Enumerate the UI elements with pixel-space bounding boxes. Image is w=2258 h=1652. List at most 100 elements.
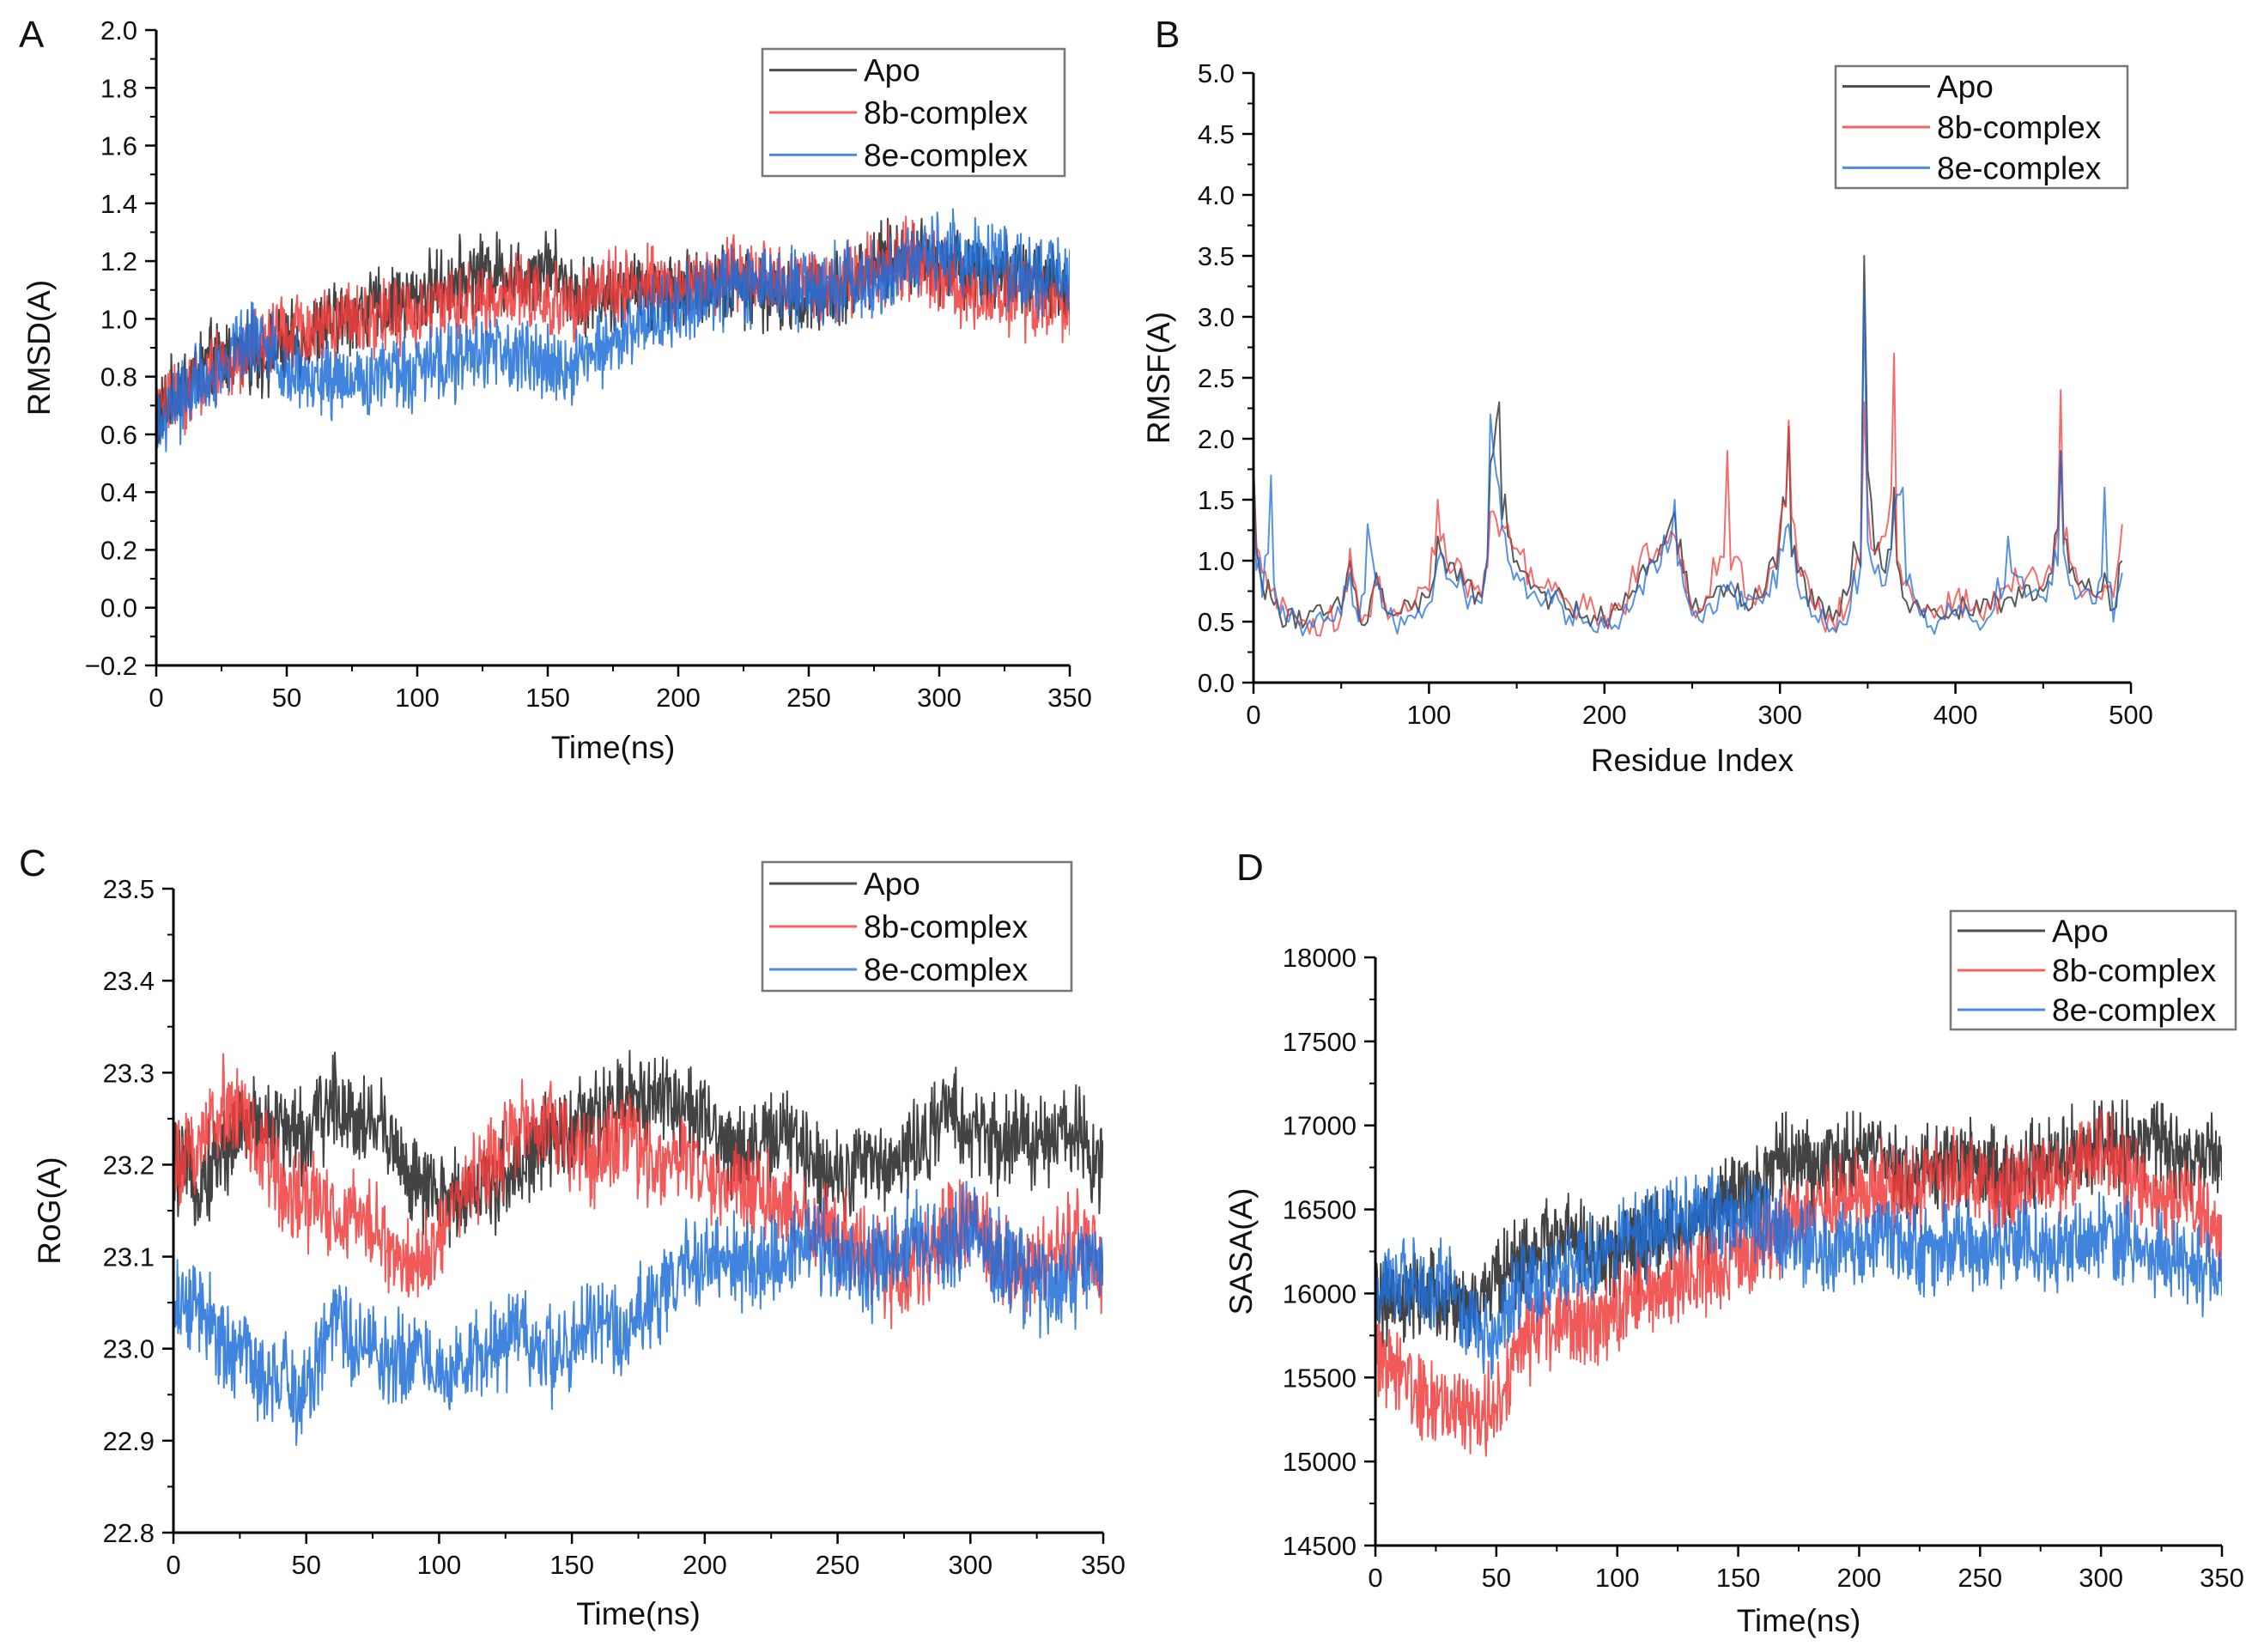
y-tick-label: 3.5 — [1198, 241, 1235, 271]
y-tick-label: 0.2 — [100, 535, 137, 565]
y-tick-label: 4.5 — [1198, 119, 1235, 149]
y-tick-label: 23.2 — [103, 1150, 155, 1180]
y-tick-label: 15000 — [1283, 1447, 1357, 1477]
panel-letter: D — [1236, 847, 1264, 889]
y-tick-label: 23.0 — [103, 1334, 155, 1364]
series-line-8e-complex — [1375, 1167, 2222, 1380]
y-tick-label: 23.5 — [103, 874, 155, 904]
legend-label: 8b-complex — [864, 909, 1029, 944]
legend-label: 8b-complex — [864, 95, 1029, 131]
panel-d: D 0 50 100 150 200 250 300 350 14500 15000 15500 160… — [1223, 847, 2244, 1638]
y-tick-label: 0.6 — [100, 420, 137, 450]
y-tick-label: 16500 — [1283, 1195, 1357, 1225]
legend-label: 8e-complex — [864, 137, 1029, 173]
x-tick-label: 200 — [1837, 1563, 1882, 1593]
x-axis-title: Time(ns) — [551, 730, 676, 765]
legend-label: Apo — [864, 866, 920, 902]
series-group — [1253, 255, 2123, 637]
y-tick-label: 0.4 — [100, 477, 137, 507]
y-tick-label: 23.1 — [103, 1242, 155, 1272]
y-tick-label: 17500 — [1283, 1027, 1357, 1057]
y-tick-label: 1.4 — [100, 189, 137, 219]
legend-label: Apo — [2052, 914, 2109, 949]
x-tick-label: 150 — [1716, 1563, 1761, 1593]
x-tick-label: 150 — [525, 683, 570, 713]
panel-b: B 0 100 200 300 400 500 0.0 0.5 1.0 1.5 2.0 2.5 3.0 3.… — [1141, 14, 2153, 778]
x-tick-label: 350 — [1081, 1550, 1126, 1580]
x-tick-label: 50 — [1482, 1563, 1511, 1593]
legend: Apo 8b-complex 8e-complex — [1949, 909, 2237, 1031]
legend: Apo 8b-complex 8e-complex — [761, 860, 1073, 993]
panel-a: A 0 50 100 150 200 250 300 350 −0.2 0.0 0.2 0.4 0.6 0.… — [19, 14, 1092, 765]
x-tick-label: 350 — [2200, 1563, 2244, 1593]
legend-label: Apo — [1937, 70, 1994, 105]
x-tick-label: 100 — [395, 683, 440, 713]
x-tick-label: 250 — [786, 683, 831, 713]
series-group — [1375, 1099, 2222, 1457]
x-tick-label: 0 — [149, 683, 163, 713]
x-tick-label: 50 — [291, 1550, 320, 1580]
x-tick-label: 100 — [1407, 700, 1452, 730]
y-tick-label: 1.5 — [1198, 485, 1235, 515]
legend-label: 8e-complex — [864, 952, 1029, 987]
y-axis-title: SASA(A) — [1223, 1187, 1259, 1315]
y-tick-label: 16000 — [1283, 1278, 1357, 1309]
x-tick-label: 150 — [549, 1550, 594, 1580]
series-line-8b-complex — [1253, 352, 2123, 637]
series-group — [173, 1049, 1103, 1446]
y-axis-title: RMSD(A) — [21, 280, 57, 416]
x-axis-title: Residue Index — [1591, 743, 1794, 778]
series-line-apo — [1253, 255, 2123, 629]
x-tick-label: 200 — [683, 1550, 727, 1580]
y-axis-title: RMSF(A) — [1141, 312, 1176, 444]
series-line-8b-complex — [173, 1053, 1103, 1330]
x-tick-label: 300 — [1757, 700, 1802, 730]
y-tick-label: 1.8 — [100, 73, 137, 103]
x-tick-label: 0 — [1368, 1563, 1382, 1593]
x-tick-label: 300 — [2079, 1563, 2123, 1593]
legend-label: 8b-complex — [2052, 953, 2217, 988]
panel-c: C 0 50 100 150 200 250 300 350 22.8 22.9 23.0 23.1 23… — [19, 842, 1126, 1631]
x-tick-label: 50 — [272, 683, 301, 713]
y-tick-label: 1.6 — [100, 131, 137, 161]
x-tick-label: 100 — [417, 1550, 462, 1580]
y-tick-label: 14500 — [1283, 1531, 1357, 1561]
y-tick-label: 1.0 — [100, 304, 137, 334]
x-axis-title: Time(ns) — [1737, 1603, 1861, 1638]
x-tick-label: 200 — [1582, 700, 1627, 730]
x-tick-label: 300 — [948, 1550, 992, 1580]
series-group — [156, 208, 1070, 464]
legend-label: 8e-complex — [1937, 150, 2102, 185]
y-tick-label: 15500 — [1283, 1363, 1357, 1393]
y-tick-label: 23.4 — [103, 966, 155, 996]
y-tick-label: 18000 — [1283, 943, 1357, 973]
y-tick-label: 1.2 — [100, 246, 137, 276]
x-tick-label: 100 — [1595, 1563, 1640, 1593]
x-tick-label: 250 — [816, 1550, 860, 1580]
x-tick-label: 500 — [2109, 700, 2153, 730]
y-tick-label: 2.0 — [100, 15, 137, 46]
series-line-8b-complex — [1375, 1108, 2222, 1457]
y-tick-label: 1.0 — [1198, 546, 1235, 576]
y-tick-label: 2.5 — [1198, 363, 1235, 393]
y-tick-label: 0.0 — [100, 593, 137, 623]
series-line-8e-complex — [156, 208, 1070, 464]
x-tick-label: 0 — [166, 1550, 180, 1580]
y-tick-label: 3.0 — [1198, 302, 1235, 332]
x-tick-label: 0 — [1246, 700, 1260, 730]
x-tick-label: 250 — [1958, 1563, 2002, 1593]
x-tick-label: 200 — [656, 683, 701, 713]
panel-letter: C — [19, 842, 46, 884]
y-tick-label: 5.0 — [1198, 58, 1235, 88]
panel-letter: B — [1155, 14, 1180, 56]
x-tick-label: 350 — [1047, 683, 1092, 713]
legend-label: 8b-complex — [1937, 110, 2102, 145]
y-axis-title: RoG(A) — [32, 1157, 67, 1264]
series-line-8e-complex — [173, 1181, 1103, 1446]
y-tick-label: −0.2 — [85, 651, 137, 681]
legend: Apo 8b-complex 8e-complex — [1834, 64, 2129, 190]
y-tick-label: 0.0 — [1198, 668, 1235, 698]
legend: Apo 8b-complex 8e-complex — [761, 47, 1066, 178]
y-tick-label: 22.8 — [103, 1518, 155, 1548]
